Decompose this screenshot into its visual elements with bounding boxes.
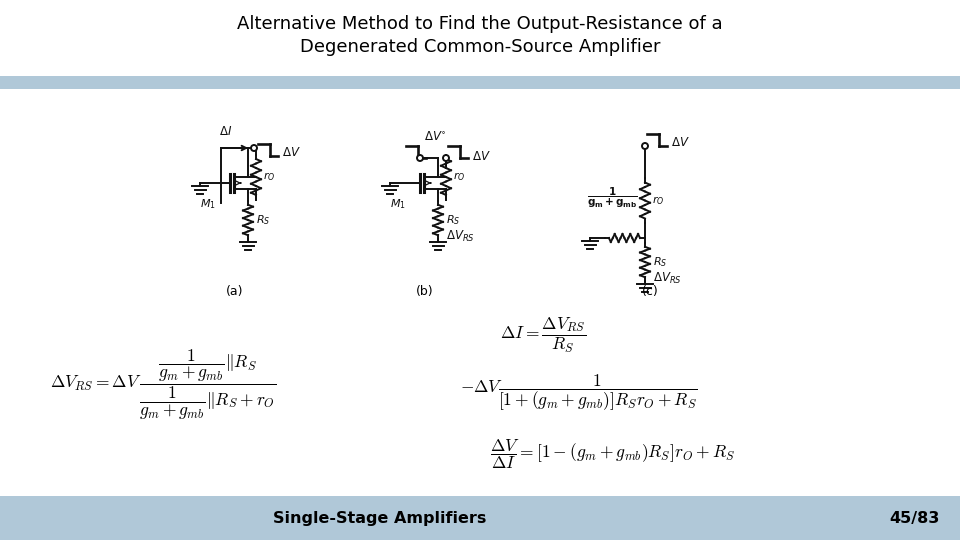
Text: $\Delta V$: $\Delta V$ (472, 150, 491, 163)
Text: (b): (b) (417, 285, 434, 298)
Circle shape (443, 155, 449, 161)
Text: $r_O$: $r_O$ (263, 171, 276, 184)
Text: $\Delta V$: $\Delta V$ (282, 145, 300, 159)
Text: $\Delta I$: $\Delta I$ (220, 125, 232, 138)
Text: $r_O$: $r_O$ (652, 194, 664, 207)
Text: $\mathbf{\dfrac{1}{g_m+g_{mb}}}$: $\mathbf{\dfrac{1}{g_m+g_{mb}}}$ (588, 186, 637, 210)
Text: $\Delta V_{RS} = \Delta V\,\dfrac{\dfrac{1}{g_m + g_{mb}}\|R_S}{\dfrac{1}{g_m + : $\Delta V_{RS} = \Delta V\,\dfrac{\dfrac… (50, 348, 276, 422)
Text: $-\Delta V\dfrac{1}{[1+(g_m+g_{mb})]R_Sr_O+R_S}$: $-\Delta V\dfrac{1}{[1+(g_m+g_{mb})]R_Sr… (460, 373, 698, 413)
Text: Degenerated Common-Source Amplifier: Degenerated Common-Source Amplifier (300, 38, 660, 56)
Text: $\Delta I = \dfrac{\Delta V_{RS}}{R_S}$: $\Delta I = \dfrac{\Delta V_{RS}}{R_S}$ (500, 315, 586, 355)
Text: $\Delta V^{\circ}$: $\Delta V^{\circ}$ (424, 131, 446, 144)
Bar (0, 76, 960, 89)
Text: $R_S$: $R_S$ (446, 213, 461, 227)
Text: $R_S$: $R_S$ (653, 255, 667, 269)
Text: $\dfrac{\Delta V}{\Delta I} = [1-(g_m+g_{mb})R_S]r_O+R_S$: $\dfrac{\Delta V}{\Delta I} = [1-(g_m+g_… (490, 437, 735, 471)
Text: $M_1$: $M_1$ (390, 197, 406, 211)
Text: $M_1$: $M_1$ (200, 197, 216, 211)
Text: Single-Stage Amplifiers: Single-Stage Amplifiers (274, 510, 487, 525)
Text: (a): (a) (227, 285, 244, 298)
Text: $r_O$: $r_O$ (453, 171, 466, 184)
Text: (c): (c) (641, 285, 659, 298)
Bar (0, 496, 960, 540)
Text: Alternative Method to Find the Output-Resistance of a: Alternative Method to Find the Output-Re… (237, 15, 723, 33)
Text: $\Delta V$: $\Delta V$ (671, 136, 689, 148)
Circle shape (251, 145, 257, 151)
Circle shape (417, 155, 423, 161)
Text: $R_S$: $R_S$ (256, 213, 271, 227)
Text: 45/83: 45/83 (890, 510, 940, 525)
Text: $\Delta V_{RS}$: $\Delta V_{RS}$ (446, 228, 475, 244)
Circle shape (642, 143, 648, 149)
Text: $\Delta V_{RS}$: $\Delta V_{RS}$ (653, 271, 682, 286)
